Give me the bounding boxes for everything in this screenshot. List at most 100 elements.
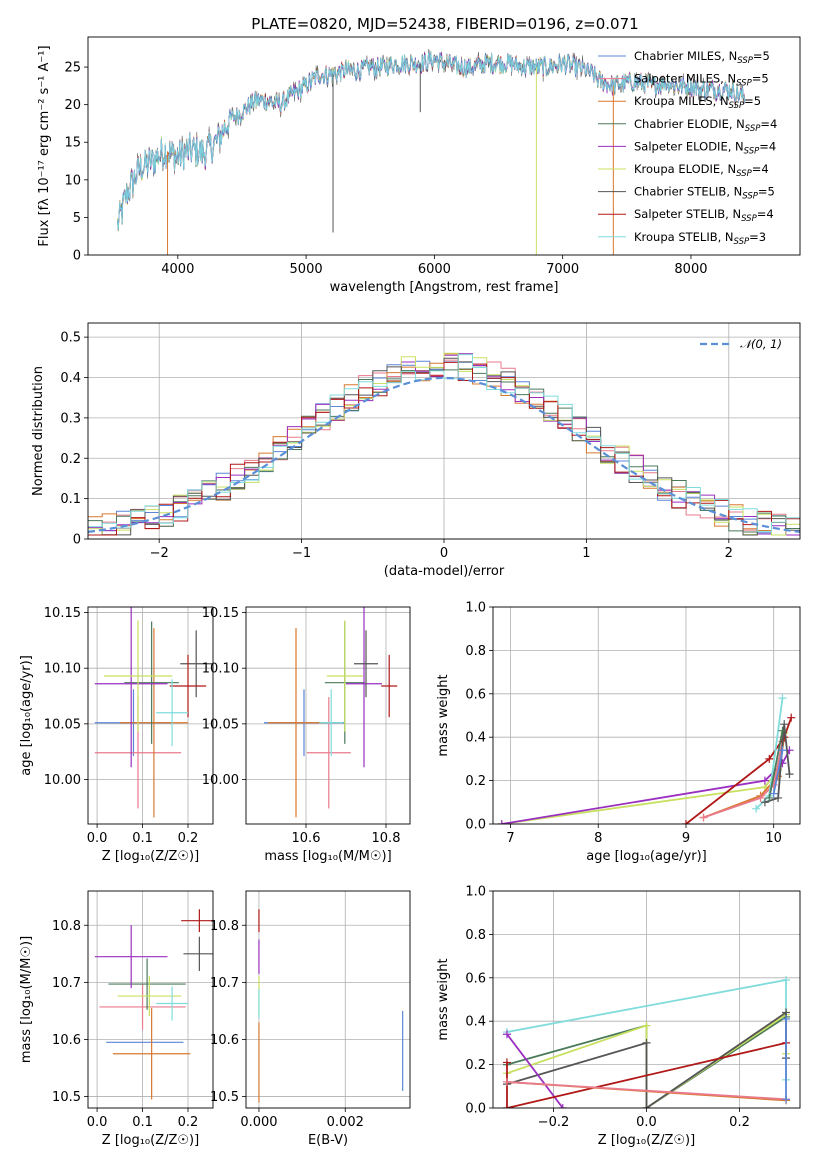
y-tick-label: 0 (73, 249, 81, 264)
axes-frame (87, 890, 214, 1109)
legend-label: Kroupa STELIB, NSSP=3 (634, 230, 766, 247)
weight-marker (760, 776, 769, 785)
y-tick-label: 0.6 (465, 687, 486, 702)
panel-7: 0.000 0.002 10.5 10.6 10.7 10.8 E(B-V) (210, 890, 411, 1148)
x-tick-label: 10 (765, 831, 782, 846)
y-axis-label: mass weight (436, 674, 451, 756)
axes-frame (87, 606, 214, 825)
weight-marker (778, 694, 787, 703)
y-tick-label: 0.2 (60, 452, 81, 467)
y-tick-label: 0.0 (465, 818, 486, 833)
y-tick-label: 0.4 (465, 731, 486, 746)
y-tick-label: 0.8 (465, 644, 486, 659)
plot-area (94, 909, 213, 1100)
y-tick-label: 10.8 (52, 919, 81, 934)
y-tick-label: 0.0 (465, 1102, 486, 1117)
x-tick-label: 4000 (161, 262, 194, 277)
weight-line-salpeter-elodie (506, 1033, 564, 1108)
y-tick-label: 10 (64, 173, 81, 188)
weight-line-salpeter-miles (506, 1081, 787, 1101)
axes-frame (87, 322, 801, 540)
plot-area (502, 975, 791, 1108)
x-tick-label: 0.1 (132, 831, 153, 846)
y-tick-label: 10.10 (44, 662, 81, 677)
weight-marker (642, 1038, 651, 1047)
weight-marker (760, 798, 769, 807)
weight-marker (642, 1104, 651, 1108)
y-tick-label: 0.4 (60, 371, 81, 386)
panel-4: 10.6 10.8 10.00 10.05 10.10 10.15 mass [log₁₀(… (202, 606, 411, 864)
y-tick-label: 10.7 (210, 976, 239, 991)
y-tick-label: 10.6 (52, 1033, 81, 1048)
weight-marker (502, 1077, 511, 1086)
axes-frame (492, 606, 801, 825)
legend-label: Kroupa MILES, NSSP=5 (634, 94, 761, 111)
weight-marker (782, 975, 791, 984)
weight-marker (778, 746, 787, 755)
spectrum-line-kroupa-stelib (117, 51, 746, 230)
y-tick-label: 10.10 (202, 662, 239, 677)
weight-line-salpeter-stelib (506, 1042, 787, 1108)
y-tick-label: 0.2 (465, 1058, 486, 1073)
panel-6: 0.0 0.1 0.2 10.5 10.6 10.7 10.8 Z [log₁₀(Z/Z☉)]… (19, 890, 214, 1148)
y-tick-label: 0.8 (465, 928, 486, 943)
panel-5: 7 8 9 10 0.0 0.2 0.4 0.6 0.8 1.0 age [log₁₀(age/yr… (436, 601, 801, 864)
weight-marker (642, 1021, 651, 1030)
x-tick-label: 6000 (418, 262, 451, 277)
panel-1: 4000 5000 6000 7000 8000 0 5 10 15 20 25 wavelength… (37, 36, 801, 295)
x-tick-label: 0 (440, 546, 448, 561)
x-tick-label: 0.2 (729, 1115, 750, 1130)
plot-area (258, 909, 404, 1103)
y-tick-label: 0.1 (60, 492, 81, 507)
y-tick-label: 10.05 (44, 717, 81, 732)
weight-marker (782, 1095, 791, 1104)
weight-marker (769, 789, 778, 798)
y-tick-label: 0.2 (465, 774, 486, 789)
y-tick-label: 10.00 (202, 773, 239, 788)
weight-marker (752, 804, 761, 813)
weight-marker (787, 713, 796, 722)
x-tick-label: 10.6 (292, 831, 321, 846)
weight-marker (558, 1104, 567, 1108)
x-tick-label: 0.1 (132, 1115, 153, 1130)
panel-8: −0.2 0.0 0.2 0.0 0.2 0.4 0.6 0.8 1.0 Z [log₁₀(Z/Z… (436, 885, 801, 1148)
y-tick-label: 0.6 (465, 971, 486, 986)
weight-line-chabrier-elodie (768, 730, 784, 799)
x-tick-label: 0.2 (178, 1115, 199, 1130)
page-title: PLATE=0820, MJD=52438, FIBERID=0196, z=0… (251, 15, 638, 33)
panel-2: −2 −1 0 1 2 0 0.1 0.2 0.3 0.4 0.5 (data-model)/erro… (31, 322, 801, 579)
panel-3: 0.0 0.1 0.2 10.00 10.05 10.10 10.15 Z [log₁₀(Z/… (19, 606, 214, 864)
y-tick-label: 10.15 (202, 606, 239, 621)
legend-label: Salpeter MILES, NSSP=5 (634, 72, 769, 89)
weight-line-chabrier-miles (772, 750, 784, 794)
y-axis-label: mass weight (436, 958, 451, 1040)
x-tick-label: 0.000 (240, 1115, 277, 1130)
x-tick-label: 7 (506, 831, 514, 846)
x-tick-label: −1 (292, 546, 311, 561)
x-axis-label: mass [log₁₀(M/M☉)] (264, 849, 391, 864)
weight-marker (774, 793, 783, 802)
y-tick-label: 0 (73, 533, 81, 548)
weight-marker (699, 813, 708, 822)
plot-area (497, 694, 796, 824)
weight-line-salpeter-stelib (685, 717, 793, 824)
weight-marker (502, 1104, 511, 1108)
y-tick-label: 0.3 (60, 411, 81, 426)
x-tick-label: 0.0 (87, 831, 108, 846)
x-tick-label: −0.2 (538, 1115, 570, 1130)
x-tick-label: 0.002 (327, 1115, 364, 1130)
weight-marker (681, 820, 690, 824)
weight-marker (765, 754, 774, 763)
y-tick-label: 10.7 (52, 976, 81, 991)
y-tick-label: 10.5 (52, 1090, 81, 1105)
weight-marker (778, 726, 787, 735)
y-axis-label: Flux [fλ 10⁻¹⁷ erg cm⁻² s⁻¹ A⁻¹] (37, 45, 52, 246)
x-tick-label: 0.0 (87, 1115, 108, 1130)
plot-area (88, 352, 800, 536)
axes-frame (492, 890, 801, 1109)
legend-label: Chabrier STELIB, NSSP=5 (634, 185, 775, 202)
x-tick-label: −2 (150, 546, 169, 561)
weight-marker (782, 1015, 791, 1024)
legend: Chabrier MILES, NSSP=5 Salpeter MILES, NS… (598, 49, 777, 247)
